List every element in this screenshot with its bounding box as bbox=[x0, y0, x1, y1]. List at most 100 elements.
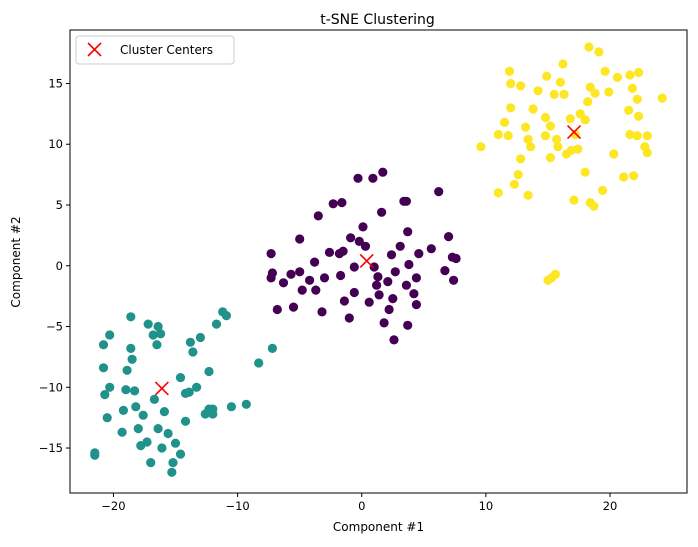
cluster-2-point-59 bbox=[632, 94, 642, 104]
cluster-1-point-54 bbox=[254, 358, 264, 368]
cluster-1-point-30 bbox=[159, 407, 169, 417]
cluster-2-point-57 bbox=[627, 83, 638, 93]
cluster-0-point-40 bbox=[383, 277, 393, 287]
cluster-0-point-44 bbox=[389, 335, 399, 345]
cluster-2-point-49 bbox=[600, 66, 610, 76]
cluster-2-point-56 bbox=[625, 129, 635, 140]
centers-layer bbox=[154, 125, 582, 396]
cluster-1-point-42 bbox=[192, 382, 202, 392]
y-tick-label-3: 0 bbox=[56, 259, 63, 273]
cluster-0-point-4 bbox=[278, 278, 289, 288]
cluster-0-point-62 bbox=[449, 275, 459, 285]
cluster-1-point-33 bbox=[168, 458, 178, 468]
x-tick-label-2: 0 bbox=[358, 499, 365, 513]
cluster-0-point-13 bbox=[313, 211, 323, 221]
cluster-2-point-66 bbox=[657, 93, 667, 103]
chart-title: t-SNE Clustering bbox=[320, 12, 435, 28]
cluster-1-point-32 bbox=[167, 467, 177, 477]
cluster-2-point-25 bbox=[549, 89, 559, 99]
cluster-1-point-40 bbox=[185, 337, 195, 347]
cluster-2-point-3 bbox=[499, 117, 510, 127]
cluster-1-point-55 bbox=[267, 343, 277, 353]
cluster-2-point-4 bbox=[503, 131, 513, 141]
cluster-2-point-9 bbox=[513, 170, 523, 180]
cluster-2-point-61 bbox=[634, 111, 644, 121]
cluster-0-point-38 bbox=[378, 167, 388, 177]
cluster-0-point-3 bbox=[272, 304, 282, 315]
cluster-2-point-27 bbox=[552, 134, 562, 144]
cluster-0-point-24 bbox=[346, 233, 356, 243]
cluster-2-point-41 bbox=[583, 97, 593, 107]
cluster-0-point-52 bbox=[404, 259, 414, 270]
cluster-2-point-17 bbox=[533, 86, 543, 96]
cluster-2-point-50 bbox=[604, 87, 614, 97]
y-tick-label-2: −5 bbox=[46, 320, 63, 334]
cluster-0-point-41 bbox=[384, 304, 394, 315]
cluster-0-point-39 bbox=[379, 318, 389, 328]
cluster-1-point-22 bbox=[146, 458, 156, 468]
legend: Cluster Centers bbox=[75, 35, 235, 65]
cluster-1-point-17 bbox=[133, 424, 143, 434]
cluster-1-point-4 bbox=[100, 390, 110, 400]
cluster-2-point-40 bbox=[580, 115, 590, 125]
cluster-2-point-48 bbox=[598, 185, 608, 195]
cluster-1-point-46 bbox=[204, 366, 214, 377]
cluster-1-point-10 bbox=[121, 385, 131, 395]
cluster-1-point-43 bbox=[195, 332, 205, 343]
cluster-0-point-54 bbox=[411, 300, 421, 310]
cluster-2-point-12 bbox=[521, 122, 531, 132]
cluster-2-point-16 bbox=[528, 104, 538, 114]
cluster-2-point-65 bbox=[642, 131, 652, 141]
cluster-2-point-60 bbox=[632, 131, 642, 141]
cluster-1-point-26 bbox=[153, 321, 163, 332]
cluster-2-point-45 bbox=[589, 201, 599, 211]
cluster-2-point-26 bbox=[550, 269, 561, 279]
cluster-0-point-25 bbox=[349, 262, 359, 272]
cluster-2-point-19 bbox=[540, 131, 551, 141]
cluster-2-point-7 bbox=[506, 78, 516, 89]
x-tick-label-1: −10 bbox=[225, 499, 249, 513]
cluster-0-point-56 bbox=[414, 249, 424, 259]
cluster-0-point-53 bbox=[409, 289, 419, 299]
cluster-center-2 bbox=[566, 125, 582, 140]
cluster-1-point-11 bbox=[122, 365, 132, 375]
cluster-0-point-10 bbox=[305, 275, 315, 285]
cluster-1-point-28 bbox=[156, 329, 166, 339]
cluster-0-point-19 bbox=[336, 270, 346, 281]
cluster-1-point-16 bbox=[131, 402, 141, 412]
cluster-2-point-23 bbox=[545, 121, 556, 131]
x-tick-label-3: 10 bbox=[479, 499, 494, 513]
cluster-0-point-29 bbox=[358, 222, 368, 232]
cluster-0-point-26 bbox=[349, 287, 359, 298]
cluster-1-point-39 bbox=[184, 387, 194, 397]
plot-area-frame bbox=[69, 29, 688, 494]
cluster-0-point-34 bbox=[372, 280, 382, 290]
cluster-1-point-13 bbox=[126, 343, 136, 353]
cluster-0-point-21 bbox=[338, 246, 348, 256]
cluster-0-point-0 bbox=[266, 249, 276, 259]
cluster-1-point-5 bbox=[102, 413, 112, 423]
cluster-2-point-64 bbox=[642, 148, 652, 158]
cluster-1-point-52 bbox=[226, 402, 236, 412]
cluster-0-point-33 bbox=[369, 262, 379, 272]
cluster-1-point-14 bbox=[127, 354, 137, 364]
cluster-1-point-35 bbox=[175, 449, 186, 459]
x-axis-ticks: −20 −10 0 10 20 bbox=[101, 493, 617, 513]
cluster-0-point-11 bbox=[310, 257, 320, 267]
cluster-0-point-17 bbox=[328, 199, 338, 209]
cluster-2-point-18 bbox=[540, 112, 551, 123]
cluster-0-point-14 bbox=[317, 307, 327, 317]
legend-frame bbox=[75, 35, 235, 65]
points-layer bbox=[90, 42, 667, 477]
cluster-2-point-2 bbox=[493, 188, 503, 198]
cluster-1-point-15 bbox=[130, 386, 140, 396]
cluster-2-point-58 bbox=[629, 171, 639, 181]
cluster-0-point-43 bbox=[388, 294, 398, 304]
cluster-0-point-45 bbox=[390, 267, 400, 277]
x-tick-label-4: 20 bbox=[603, 499, 618, 513]
cluster-0-point-55 bbox=[411, 273, 421, 283]
cluster-2-point-37 bbox=[573, 144, 583, 154]
cluster-2-point-33 bbox=[565, 114, 575, 124]
cluster-0-point-22 bbox=[339, 296, 349, 306]
